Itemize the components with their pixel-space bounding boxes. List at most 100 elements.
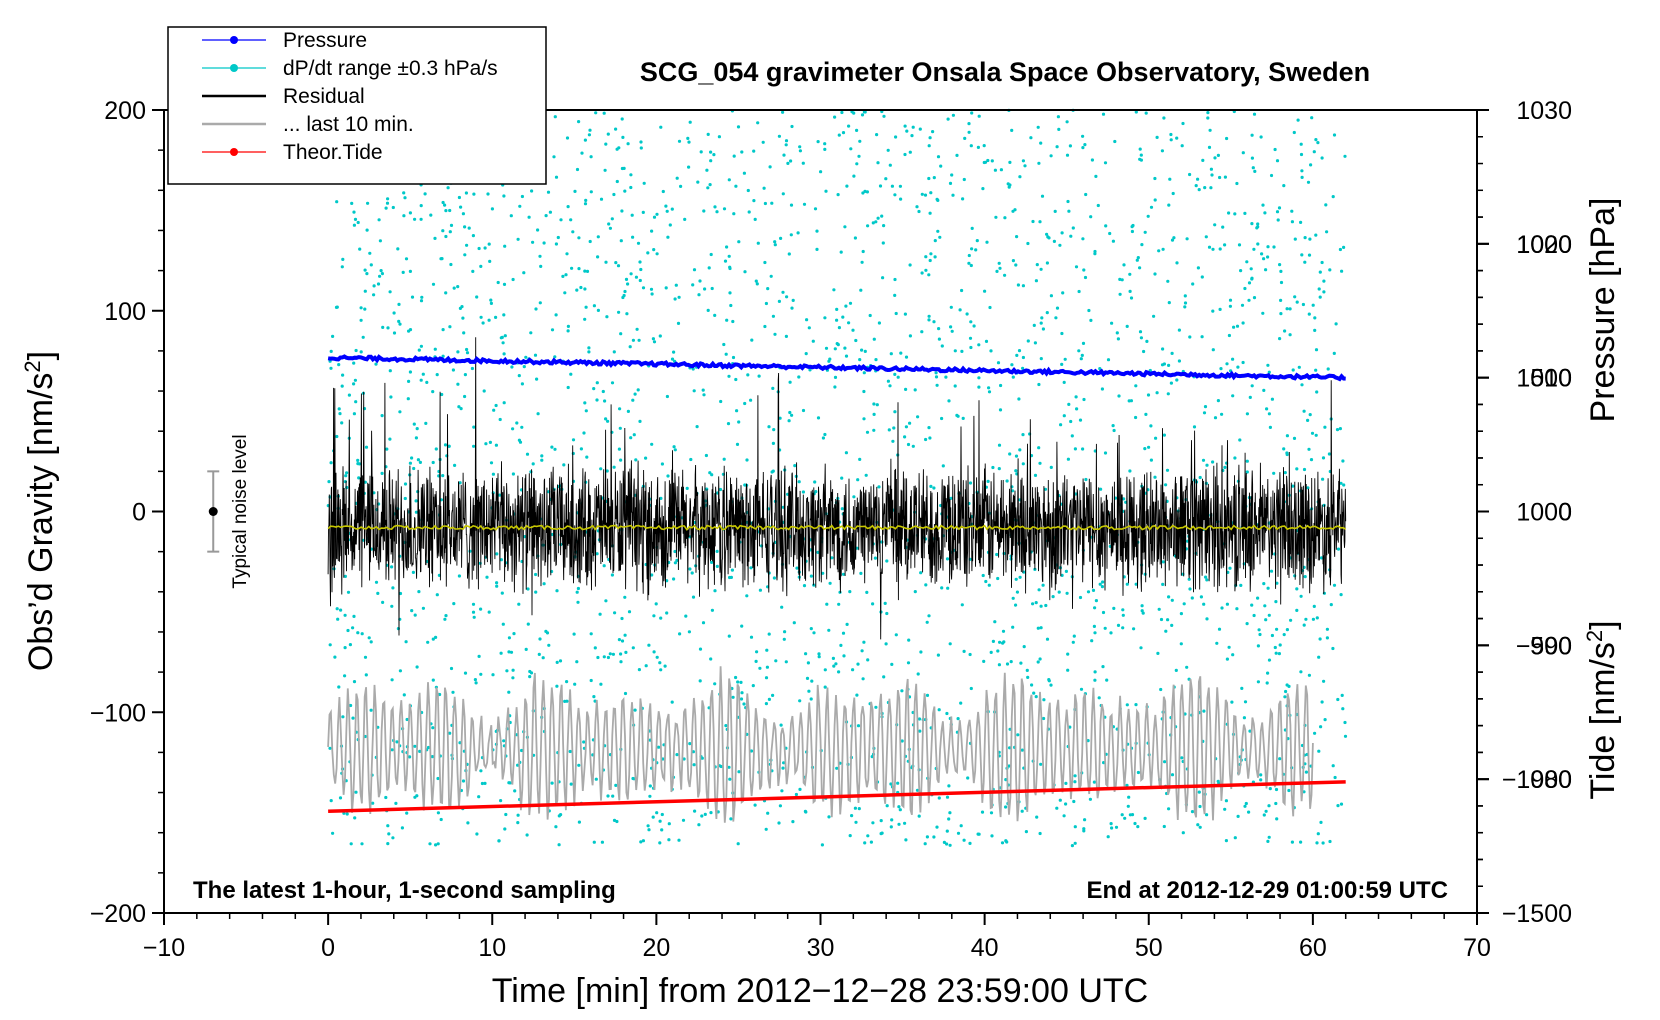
dpdt-point	[1307, 673, 1311, 677]
dpdt-point	[337, 685, 341, 689]
dpdt-point	[972, 324, 976, 328]
dpdt-point	[1223, 465, 1227, 469]
dpdt-point	[592, 840, 596, 844]
dpdt-point	[924, 268, 928, 272]
dpdt-point	[863, 349, 867, 353]
dpdt-point	[367, 636, 371, 640]
dpdt-point	[397, 319, 401, 323]
dpdt-point	[1057, 127, 1061, 131]
dpdt-point	[708, 471, 712, 475]
dpdt-point	[419, 204, 423, 208]
dpdt-point	[489, 298, 493, 302]
dpdt-point	[785, 295, 789, 299]
dpdt-point	[947, 784, 951, 788]
dpdt-point	[959, 824, 963, 828]
dpdt-point	[667, 838, 671, 842]
dpdt-point	[873, 556, 878, 560]
dpdt-point	[1067, 209, 1071, 213]
dpdt-point	[1073, 774, 1077, 778]
dpdt-point	[1015, 590, 1020, 594]
dpdt-point	[984, 339, 989, 343]
dpdt-point	[629, 436, 633, 440]
dpdt-point	[949, 325, 953, 329]
dpdt-point	[451, 368, 455, 372]
dpdt-point	[833, 385, 837, 389]
dpdt-point	[832, 664, 836, 668]
dpdt-point	[688, 742, 692, 746]
dpdt-point	[1020, 748, 1024, 752]
dpdt-point	[606, 794, 610, 798]
dpdt-point	[917, 209, 921, 214]
dpdt-point	[1134, 703, 1138, 707]
dpdt-point	[1041, 583, 1045, 587]
dpdt-point	[968, 841, 972, 846]
dpdt-point	[796, 231, 800, 235]
dpdt-point	[679, 184, 683, 188]
dpdt-point	[915, 788, 920, 792]
dpdt-point	[1144, 412, 1148, 416]
dpdt-point	[1266, 671, 1270, 675]
dpdt-point	[858, 358, 862, 362]
annotation-end-time: End at 2012-12-29 01:00:59 UTC	[1087, 877, 1449, 904]
dpdt-point	[1034, 279, 1038, 283]
dpdt-point	[764, 676, 769, 680]
dpdt-point	[1325, 636, 1329, 640]
dpdt-point	[1058, 798, 1062, 802]
dpdt-point	[536, 412, 540, 416]
dpdt-point	[1308, 413, 1312, 417]
dpdt-point	[823, 668, 827, 672]
dpdt-point	[923, 193, 928, 197]
dpdt-point	[1060, 331, 1064, 336]
dpdt-point	[860, 649, 864, 653]
dpdt-point	[1227, 333, 1231, 338]
y-axis-left-title-sup: 2	[20, 360, 45, 372]
dpdt-point	[439, 257, 443, 261]
dpdt-point	[602, 655, 606, 659]
dpdt-point	[772, 576, 777, 580]
dpdt-point	[665, 394, 670, 399]
dpdt-point	[727, 178, 731, 182]
dpdt-point	[1139, 336, 1143, 340]
dpdt-point	[1252, 247, 1256, 251]
dpdt-point	[1211, 247, 1215, 251]
dpdt-point	[1109, 631, 1113, 635]
dpdt-point	[576, 600, 580, 604]
dpdt-point	[485, 575, 489, 579]
dpdt-point	[391, 586, 395, 590]
dpdt-point	[494, 315, 498, 319]
dpdt-point	[960, 288, 964, 293]
dpdt-point	[778, 804, 783, 808]
dpdt-point	[1001, 629, 1006, 633]
legend-label: Residual	[283, 85, 365, 108]
dpdt-point	[1167, 203, 1171, 207]
dpdt-point	[937, 327, 941, 331]
dpdt-point	[707, 266, 711, 270]
dpdt-point	[617, 310, 621, 314]
dpdt-point	[1101, 610, 1106, 615]
noise-label: Typical noise level	[230, 434, 251, 588]
dpdt-point	[603, 399, 607, 403]
dpdt-point	[1067, 402, 1071, 406]
dpdt-point	[429, 213, 433, 217]
dpdt-point	[487, 318, 491, 322]
dpdt-point	[1014, 263, 1018, 267]
dpdt-point	[860, 113, 865, 117]
dpdt-point	[596, 308, 601, 312]
dpdt-point	[1072, 634, 1076, 638]
dpdt-point	[570, 266, 574, 270]
dpdt-point	[426, 640, 430, 644]
dpdt-point	[977, 114, 981, 118]
dpdt-point	[855, 693, 859, 697]
dpdt-point	[1323, 718, 1327, 722]
dpdt-point	[793, 464, 797, 468]
dpdt-point	[633, 392, 637, 396]
dpdt-point	[1279, 280, 1284, 285]
dpdt-point	[667, 822, 671, 826]
dpdt-point	[629, 173, 633, 177]
dpdt-point	[441, 354, 445, 358]
dpdt-point	[1002, 640, 1006, 644]
dpdt-point	[999, 168, 1004, 172]
dpdt-point	[602, 564, 606, 568]
y-tick-label: −100	[90, 699, 146, 727]
dpdt-point	[1090, 639, 1094, 643]
